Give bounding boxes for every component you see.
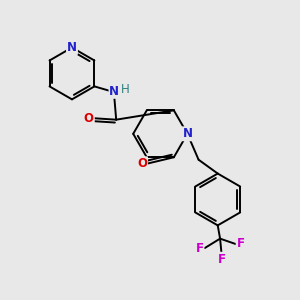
Text: N: N (67, 41, 77, 54)
Text: F: F (196, 242, 203, 254)
Text: N: N (109, 85, 119, 98)
Text: O: O (84, 112, 94, 125)
Text: F: F (218, 253, 226, 266)
Text: O: O (137, 157, 147, 170)
Text: N: N (182, 127, 192, 140)
Text: F: F (237, 237, 245, 250)
Text: H: H (121, 83, 129, 96)
